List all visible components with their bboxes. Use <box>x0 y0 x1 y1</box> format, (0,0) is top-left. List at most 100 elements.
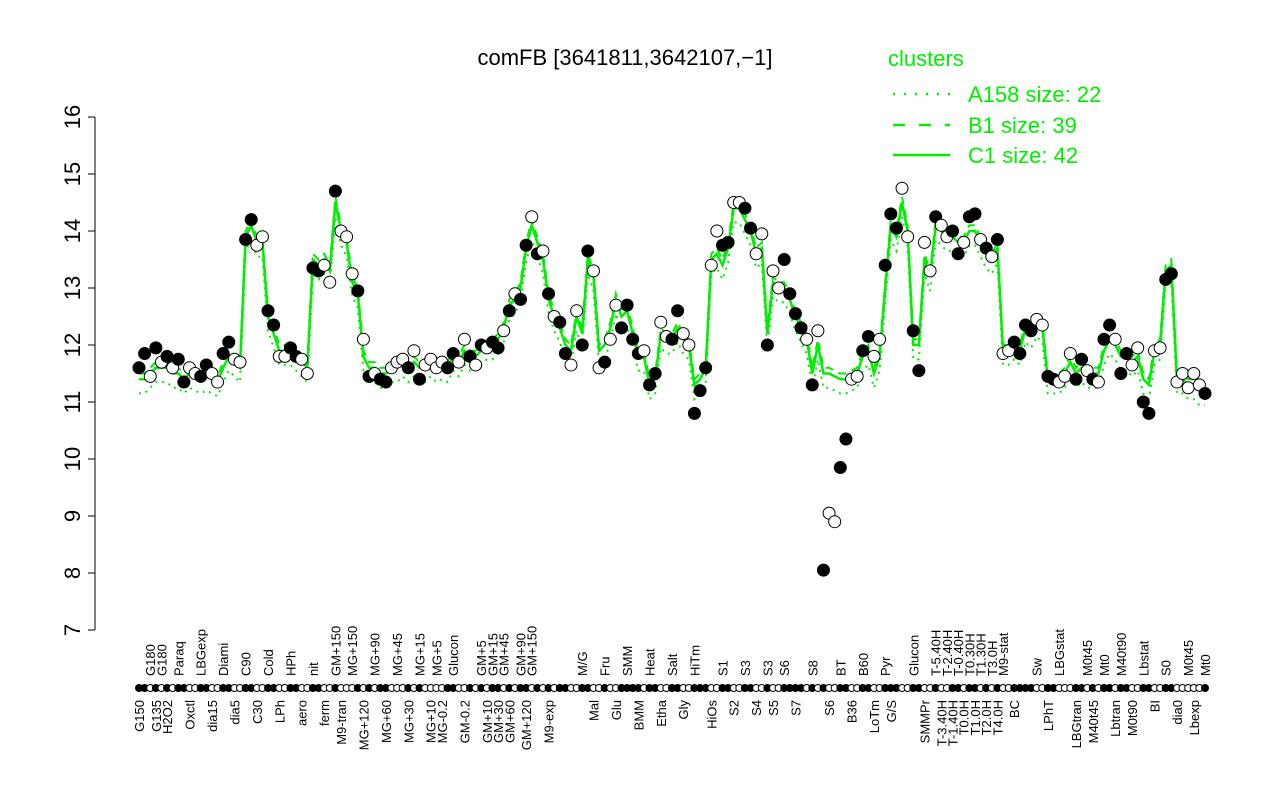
data-point-MG-0.2 <box>441 361 455 375</box>
x-tick-label: T3.0H <box>985 641 1000 676</box>
data-point-Lbexp <box>1187 367 1201 380</box>
data-point-MG+120 <box>356 332 370 346</box>
x-tick-label: M40t45 <box>1086 700 1101 743</box>
data-point-Lbstat <box>1142 406 1156 420</box>
data-point-G/S <box>895 181 909 195</box>
x-tick-label: MG+45 <box>390 633 405 676</box>
x-tick-label: Lbexp <box>1187 700 1202 735</box>
data-point-S5 <box>772 281 786 295</box>
x-tick-label: LoTm <box>867 700 882 733</box>
x-tick-label: G180 <box>154 644 169 676</box>
x-tick-label: dia5 <box>227 700 242 725</box>
data-point-Mt0 <box>1103 318 1117 332</box>
x-tick-label: GM+150 <box>328 626 343 676</box>
x-tick-label: Pyr <box>878 656 893 676</box>
data-point-BC <box>1007 335 1021 349</box>
x-tick-label: HiOs <box>704 700 719 729</box>
data-point-T3.0H <box>985 250 999 264</box>
data-point-T-1.40H <box>946 224 960 238</box>
data-point-Etha <box>654 315 668 329</box>
data-point-S0 <box>1164 267 1178 281</box>
data-point-M40t90 <box>1114 367 1128 380</box>
x-tick-label: HiTm <box>687 645 702 676</box>
data-point-HiTm <box>699 361 713 375</box>
data-point-Fru <box>598 355 612 369</box>
x-tick-label: Lbtran <box>1108 700 1123 737</box>
data-point-S4 <box>749 247 763 261</box>
data-point-M9-exp <box>564 358 578 372</box>
x-tick-label: T-5.40H <box>929 630 944 676</box>
data-point-S8 <box>805 378 819 392</box>
data-point-Glucon <box>906 324 920 338</box>
x-tick-label: Lbstat <box>1136 640 1151 676</box>
x-tick-label: Diami <box>216 643 231 676</box>
data-point-T1.0H <box>968 207 982 221</box>
data-point-M0t90 <box>1125 358 1139 372</box>
data-point-Salt <box>665 332 679 346</box>
data-point-BT <box>839 432 853 446</box>
data-point-S6 <box>828 515 842 529</box>
data-point-G/S <box>889 221 903 235</box>
y-tick-label: 11 <box>60 391 85 414</box>
x-tick-label: Glucon <box>446 635 461 676</box>
x-tick-label: S6 <box>777 660 792 676</box>
x-tick-label: MG+5 <box>429 640 444 676</box>
x-tick-label: B36 <box>845 700 860 723</box>
data-point-aero <box>295 352 309 366</box>
y-tick-label: 16 <box>60 105 85 129</box>
data-point-GM+45 <box>497 324 511 338</box>
x-tick-label: GM+15 <box>485 633 500 676</box>
x-tick-label: T-2.40H <box>940 630 955 676</box>
x-tick-label: S3 <box>738 660 753 676</box>
data-point-M0t90 <box>1131 341 1145 355</box>
y-tick-label: 7 <box>60 624 85 636</box>
x-tick-label: H2O2 <box>160 700 175 734</box>
x-tick-label: MG+30 <box>401 700 416 743</box>
x-tick-label: S3 <box>760 660 775 676</box>
x-tick-label: M40t90 <box>1114 633 1129 676</box>
x-tick-label: S1 <box>715 660 730 676</box>
legend-entry-c1: C1 size: 42 <box>968 143 1078 168</box>
x-tick-label: BC <box>1007 700 1022 718</box>
x-tick-label: dia0 <box>1170 700 1185 725</box>
x-tick-label: S5 <box>766 700 781 716</box>
x-tick-label: S2 <box>727 700 742 716</box>
data-point-Lbstat <box>1136 395 1150 409</box>
x-tick-label: S7 <box>788 700 803 716</box>
x-tick-label: Etha <box>654 699 669 727</box>
data-point-LBGtran <box>1075 352 1089 366</box>
x-tick-label: Salt <box>665 653 680 676</box>
x-tick-label: T-1.40H <box>946 700 961 746</box>
data-point-B36 <box>850 369 864 383</box>
data-point-MG+150 <box>345 267 359 281</box>
x-tick-label: C30 <box>250 700 265 724</box>
data-point-MG+60 <box>379 375 393 389</box>
data-point-BI <box>1153 341 1167 355</box>
data-point-ferm <box>317 258 331 272</box>
x-tick-label: MG+150 <box>345 626 360 676</box>
x-tick-label: Mal <box>586 700 601 721</box>
y-tick-label: 13 <box>60 276 85 300</box>
data-point-M/G <box>575 338 589 352</box>
data-point-G150 <box>138 347 152 361</box>
data-point-Diami <box>216 347 230 361</box>
x-tick-label: aero <box>295 700 310 726</box>
data-point-M9-exp <box>542 287 556 301</box>
data-point-S7 <box>794 321 808 335</box>
x-tick-label: T2.0H <box>979 700 994 735</box>
x-tick-label: M9-stat <box>996 632 1011 676</box>
data-point-H2O2 <box>160 349 174 363</box>
x-tick-label: MG+90 <box>368 633 383 676</box>
data-point-LoTm <box>867 349 881 363</box>
x-tick-label: LBGexp <box>194 629 209 676</box>
data-point-Mal <box>586 264 600 278</box>
data-point-Salt <box>671 304 685 318</box>
y-tick-label: 10 <box>60 447 85 471</box>
legend-entry-b1: B1 size: 39 <box>968 113 1077 138</box>
data-point-GM+150 <box>536 244 550 258</box>
x-tick-label: S8 <box>805 660 820 676</box>
x-tick-label: Glucon <box>906 635 921 676</box>
x-tick-label: nit <box>306 662 321 676</box>
